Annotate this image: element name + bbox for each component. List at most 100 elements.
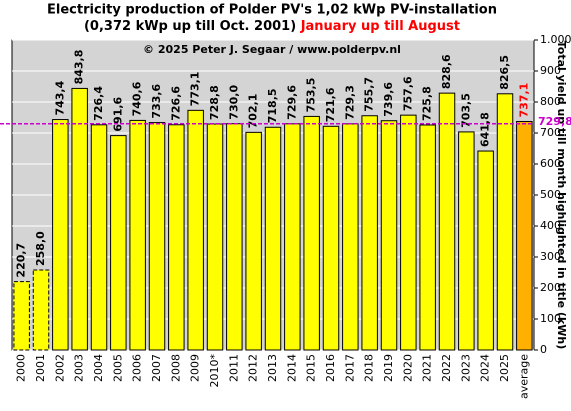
x-tick-label: 2018: [363, 354, 376, 382]
x-tick-label: 2022: [440, 354, 453, 382]
x-tick-label: 2003: [73, 354, 86, 382]
value-label: 220,7: [15, 243, 28, 278]
bar: [226, 123, 243, 351]
x-tick-label: 2020: [401, 354, 414, 382]
value-label: 702,1: [247, 94, 260, 129]
x-tick-label: 2015: [305, 354, 318, 382]
x-tick-label: 2010*: [208, 354, 221, 388]
bar: [342, 123, 359, 351]
bar: [264, 126, 282, 351]
x-tick-label: 2016: [324, 354, 337, 382]
bar: [458, 131, 475, 351]
y-tick-label: 300: [540, 250, 561, 263]
value-label: 730,0: [227, 85, 240, 120]
value-label: 726,6: [169, 86, 182, 121]
value-label: 739,6: [382, 82, 395, 117]
value-label: 737,1: [517, 83, 530, 118]
bar: [322, 125, 340, 351]
bar: [516, 120, 533, 351]
bar: [71, 87, 88, 351]
reference-label: 729,8: [538, 115, 571, 128]
bar: [90, 124, 108, 351]
bar: [380, 120, 398, 351]
value-label: 773,1: [189, 72, 202, 107]
value-label: 258,0: [34, 231, 47, 266]
bar: [245, 131, 262, 351]
bar: [438, 92, 456, 351]
bar: [303, 115, 320, 351]
value-label: 729,6: [285, 85, 298, 120]
y-tick-label: 200: [540, 281, 561, 294]
x-tick-label: 2000: [15, 354, 28, 382]
value-label: 725,8: [421, 86, 434, 121]
value-label: 721,6: [324, 87, 337, 122]
value-label: 843,8: [73, 50, 86, 85]
chart-title: Electricity production of Polder PV's 1,…: [47, 3, 497, 18]
value-label: 733,6: [150, 83, 163, 118]
x-tick-label: 2009: [189, 354, 202, 382]
bar: [110, 135, 127, 351]
value-label: 757,6: [401, 76, 414, 111]
bar: [361, 115, 378, 351]
x-tick-label: 2013: [266, 354, 279, 382]
x-tick-label: 2025: [498, 354, 511, 382]
value-label: 691,6: [111, 96, 124, 131]
value-label: 828,6: [440, 54, 453, 89]
x-tick-label: 2012: [247, 354, 260, 382]
bar: [419, 124, 436, 351]
y-tick-label: 100: [540, 312, 561, 325]
x-tick-label: 2004: [92, 354, 105, 382]
value-label: 726,4: [92, 86, 105, 121]
y-tick-label: 800: [540, 95, 561, 108]
y-tick-label: 0: [540, 343, 547, 356]
bar: [206, 123, 224, 351]
bar: [129, 119, 146, 351]
value-label: 826,5: [498, 55, 511, 90]
y-tick-label: 700: [540, 126, 561, 139]
bar: [496, 93, 514, 351]
subtitle-highlight: January up till August: [300, 19, 460, 34]
y-tick-label: 1.000: [540, 33, 571, 46]
bar: [477, 150, 494, 351]
x-tick-label: 2017: [343, 354, 356, 382]
value-label: 718,5: [266, 88, 279, 123]
value-label: 740,6: [131, 81, 144, 116]
x-tick-label: 2023: [459, 354, 472, 382]
x-tick-label: 2019: [382, 354, 395, 382]
y-axis-title: Total yield up till month highlighted in…: [555, 41, 568, 350]
axis-title: © 2025 Peter J. Segaar / www.polderpv.nl: [143, 43, 401, 56]
bar: [168, 124, 185, 351]
y-tick-label: 900: [540, 64, 561, 77]
y-tick-label: 500: [540, 188, 561, 201]
x-tick-label: 2024: [479, 354, 492, 382]
y-tick-label: 400: [540, 219, 561, 232]
subtitle: (0,372 kWp up till Oct. 2001): [84, 19, 296, 34]
y-tick-label: 600: [540, 157, 561, 170]
x-tick-label: 2021: [421, 354, 434, 382]
bar: [284, 123, 301, 351]
x-tick-label: 2011: [227, 354, 240, 382]
value-label: 703,5: [459, 93, 472, 128]
value-label: 755,7: [363, 77, 376, 112]
x-tick-label: 2007: [150, 354, 163, 382]
bar: [400, 114, 417, 351]
value-label: 729,3: [343, 85, 356, 120]
bar: [13, 281, 30, 351]
bar: [187, 109, 204, 351]
value-label: 728,8: [208, 85, 221, 120]
value-label: 753,5: [305, 78, 318, 113]
chart-subtitle: (0,372 kWp up till Oct. 2001) January up…: [84, 19, 460, 34]
value-label: 641,8: [479, 112, 492, 147]
x-tick-label: 2008: [169, 354, 182, 382]
x-tick-label: 2005: [111, 354, 124, 382]
x-tick-label: 2014: [285, 354, 298, 382]
x-tick-label: average: [517, 354, 530, 399]
x-tick-label: 2001: [34, 354, 47, 382]
bar: [52, 119, 69, 351]
bar: [148, 122, 166, 351]
value-label: 743,4: [53, 80, 66, 115]
bar: [32, 269, 50, 351]
x-tick-label: 2006: [131, 354, 144, 382]
x-tick-label: 2002: [53, 354, 66, 382]
